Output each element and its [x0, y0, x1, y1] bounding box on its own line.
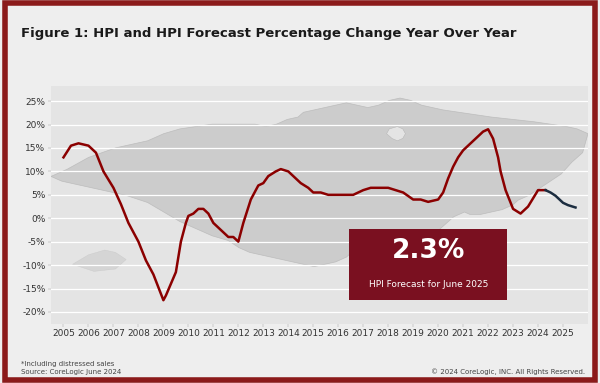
Polygon shape: [386, 126, 406, 141]
Polygon shape: [446, 236, 454, 264]
FancyBboxPatch shape: [349, 229, 508, 300]
Polygon shape: [73, 250, 126, 272]
Text: © 2024 CoreLogic, INC. All Rights Reserved.: © 2024 CoreLogic, INC. All Rights Reserv…: [431, 368, 585, 375]
Legend: Year Over Year HPI National, Year Over Year HPI Forecast: Year Over Year HPI National, Year Over Y…: [151, 381, 488, 383]
Text: Figure 1: HPI and HPI Forecast Percentage Change Year Over Year: Figure 1: HPI and HPI Forecast Percentag…: [21, 27, 517, 40]
Text: *Including distressed sales
Source: CoreLogic June 2024: *Including distressed sales Source: Core…: [21, 360, 121, 375]
Text: 2.3%: 2.3%: [392, 239, 465, 264]
Text: HPI Forecast for June 2025: HPI Forecast for June 2025: [368, 280, 488, 289]
Polygon shape: [51, 98, 588, 267]
